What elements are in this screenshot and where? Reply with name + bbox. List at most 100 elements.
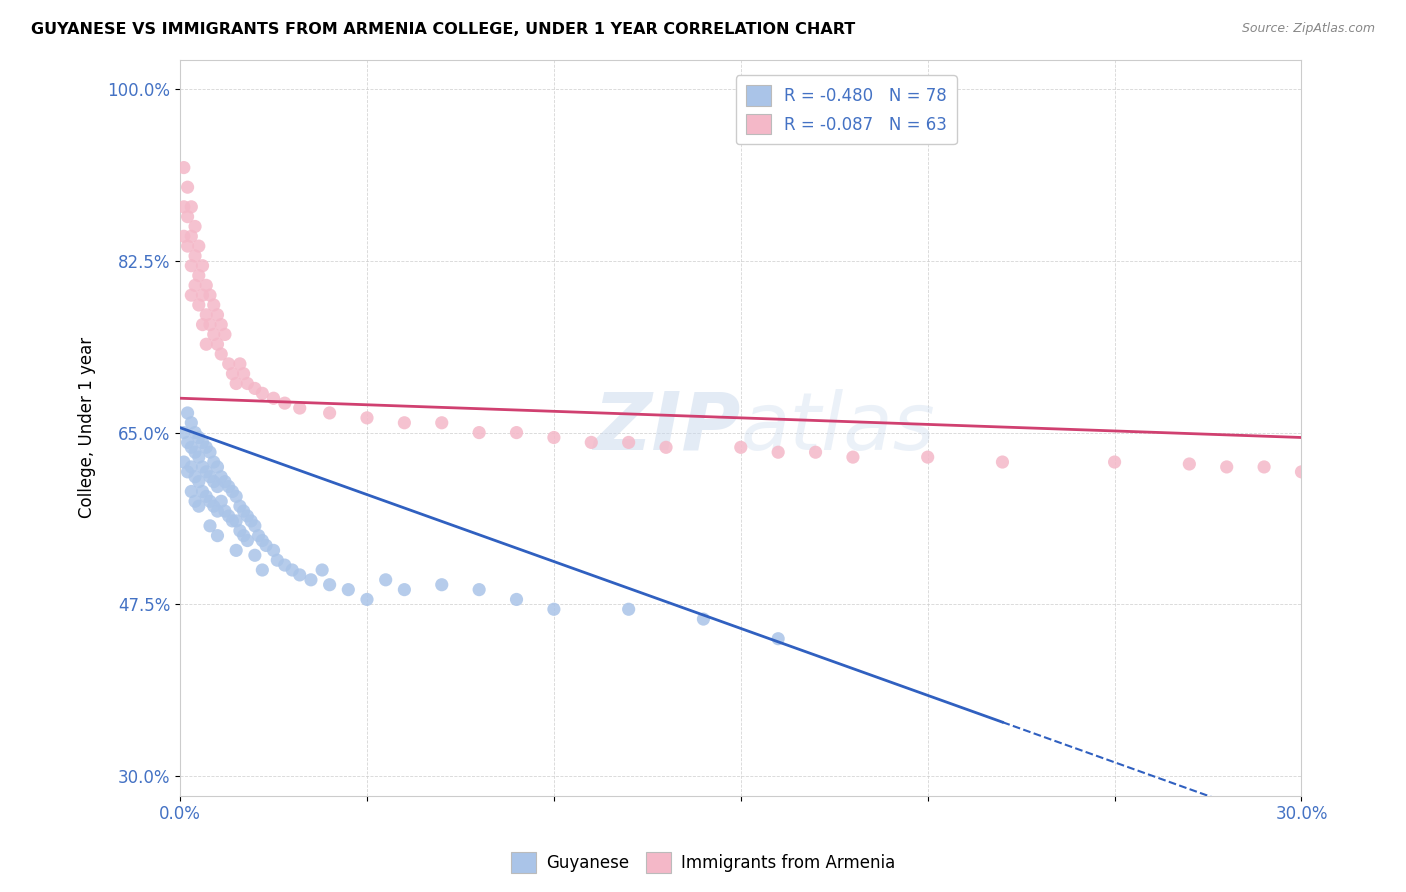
Point — [299, 573, 322, 587]
Point — [221, 367, 243, 381]
Point — [218, 508, 240, 523]
Point — [202, 298, 225, 312]
Point — [176, 406, 198, 420]
Point — [195, 440, 218, 454]
Point — [274, 396, 297, 410]
Point — [374, 573, 396, 587]
Point — [180, 416, 202, 430]
Point — [184, 278, 207, 293]
Point — [232, 529, 254, 543]
Point — [274, 558, 297, 573]
Point — [207, 529, 229, 543]
Text: atlas: atlas — [741, 389, 935, 467]
Point — [318, 406, 340, 420]
Point — [232, 504, 254, 518]
Point — [187, 268, 209, 283]
Point — [842, 450, 865, 464]
Point — [202, 455, 225, 469]
Point — [1215, 459, 1237, 474]
Point — [430, 416, 453, 430]
Point — [225, 514, 247, 528]
Point — [184, 494, 207, 508]
Point — [218, 357, 240, 371]
Point — [209, 494, 232, 508]
Point — [207, 504, 229, 518]
Point — [180, 440, 202, 454]
Legend: Guyanese, Immigrants from Armenia: Guyanese, Immigrants from Armenia — [505, 846, 901, 880]
Legend: R = -0.480   N = 78, R = -0.087   N = 63: R = -0.480 N = 78, R = -0.087 N = 63 — [735, 75, 956, 145]
Point — [180, 459, 202, 474]
Point — [207, 459, 229, 474]
Text: GUYANESE VS IMMIGRANTS FROM ARMENIA COLLEGE, UNDER 1 YEAR CORRELATION CHART: GUYANESE VS IMMIGRANTS FROM ARMENIA COLL… — [31, 22, 855, 37]
Point — [730, 440, 752, 454]
Point — [1104, 455, 1126, 469]
Point — [184, 469, 207, 483]
Point — [236, 533, 259, 548]
Point — [173, 200, 195, 214]
Point — [617, 602, 640, 616]
Point — [225, 543, 247, 558]
Point — [337, 582, 360, 597]
Point — [173, 229, 195, 244]
Point — [243, 518, 266, 533]
Point — [176, 465, 198, 479]
Point — [214, 327, 236, 342]
Y-axis label: College, Under 1 year: College, Under 1 year — [79, 337, 96, 518]
Point — [221, 514, 243, 528]
Point — [187, 430, 209, 444]
Point — [198, 518, 221, 533]
Point — [263, 391, 285, 405]
Point — [195, 489, 218, 503]
Point — [505, 592, 527, 607]
Point — [288, 401, 311, 415]
Point — [191, 435, 214, 450]
Point — [505, 425, 527, 440]
Point — [209, 318, 232, 332]
Point — [180, 229, 202, 244]
Point — [692, 612, 714, 626]
Point — [468, 582, 491, 597]
Point — [229, 499, 252, 513]
Point — [236, 508, 259, 523]
Point — [655, 440, 678, 454]
Point — [917, 450, 939, 464]
Point — [191, 259, 214, 273]
Point — [617, 435, 640, 450]
Point — [198, 318, 221, 332]
Point — [187, 475, 209, 489]
Text: Source: ZipAtlas.com: Source: ZipAtlas.com — [1241, 22, 1375, 36]
Point — [209, 469, 232, 483]
Point — [207, 308, 229, 322]
Point — [252, 533, 274, 548]
Point — [214, 504, 236, 518]
Point — [195, 278, 218, 293]
Point — [214, 475, 236, 489]
Point — [202, 327, 225, 342]
Point — [1291, 465, 1313, 479]
Point — [266, 553, 288, 567]
Point — [173, 455, 195, 469]
Point — [394, 416, 416, 430]
Point — [247, 529, 270, 543]
Point — [252, 386, 274, 401]
Point — [176, 180, 198, 194]
Point — [766, 445, 789, 459]
Point — [430, 578, 453, 592]
Point — [207, 337, 229, 351]
Point — [209, 347, 232, 361]
Point — [173, 425, 195, 440]
Point — [176, 210, 198, 224]
Point — [187, 450, 209, 464]
Point — [198, 494, 221, 508]
Point — [394, 582, 416, 597]
Point — [176, 239, 198, 253]
Point — [202, 499, 225, 513]
Point — [356, 410, 378, 425]
Point — [180, 200, 202, 214]
Point — [243, 381, 266, 395]
Point — [225, 489, 247, 503]
Point — [180, 259, 202, 273]
Point — [195, 308, 218, 322]
Point — [202, 475, 225, 489]
Point — [232, 367, 254, 381]
